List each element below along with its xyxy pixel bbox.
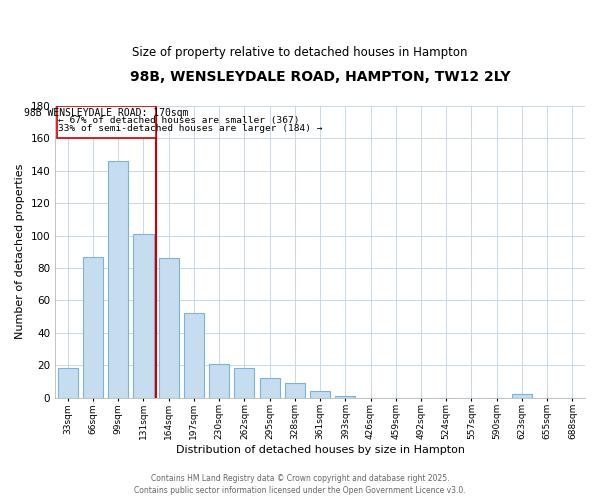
Title: 98B, WENSLEYDALE ROAD, HAMPTON, TW12 2LY: 98B, WENSLEYDALE ROAD, HAMPTON, TW12 2LY bbox=[130, 70, 511, 84]
Bar bbox=[133, 234, 154, 398]
Text: 33% of semi-detached houses are larger (184) →: 33% of semi-detached houses are larger (… bbox=[58, 124, 323, 133]
Bar bbox=[235, 368, 254, 398]
Bar bbox=[184, 314, 204, 398]
Bar bbox=[83, 256, 103, 398]
Text: Contains HM Land Registry data © Crown copyright and database right 2025.
Contai: Contains HM Land Registry data © Crown c… bbox=[134, 474, 466, 495]
Bar bbox=[58, 368, 78, 398]
Bar bbox=[260, 378, 280, 398]
Text: ← 67% of detached houses are smaller (367): ← 67% of detached houses are smaller (36… bbox=[58, 116, 300, 124]
Bar bbox=[335, 396, 355, 398]
Bar bbox=[285, 383, 305, 398]
Bar bbox=[158, 258, 179, 398]
Bar bbox=[108, 161, 128, 398]
Text: 98B WENSLEYDALE ROAD: 170sqm: 98B WENSLEYDALE ROAD: 170sqm bbox=[24, 108, 188, 118]
Bar bbox=[512, 394, 532, 398]
FancyBboxPatch shape bbox=[57, 106, 155, 138]
Bar bbox=[310, 391, 330, 398]
Bar bbox=[209, 364, 229, 398]
X-axis label: Distribution of detached houses by size in Hampton: Distribution of detached houses by size … bbox=[176, 445, 464, 455]
Y-axis label: Number of detached properties: Number of detached properties bbox=[15, 164, 25, 340]
Text: Size of property relative to detached houses in Hampton: Size of property relative to detached ho… bbox=[132, 46, 468, 59]
